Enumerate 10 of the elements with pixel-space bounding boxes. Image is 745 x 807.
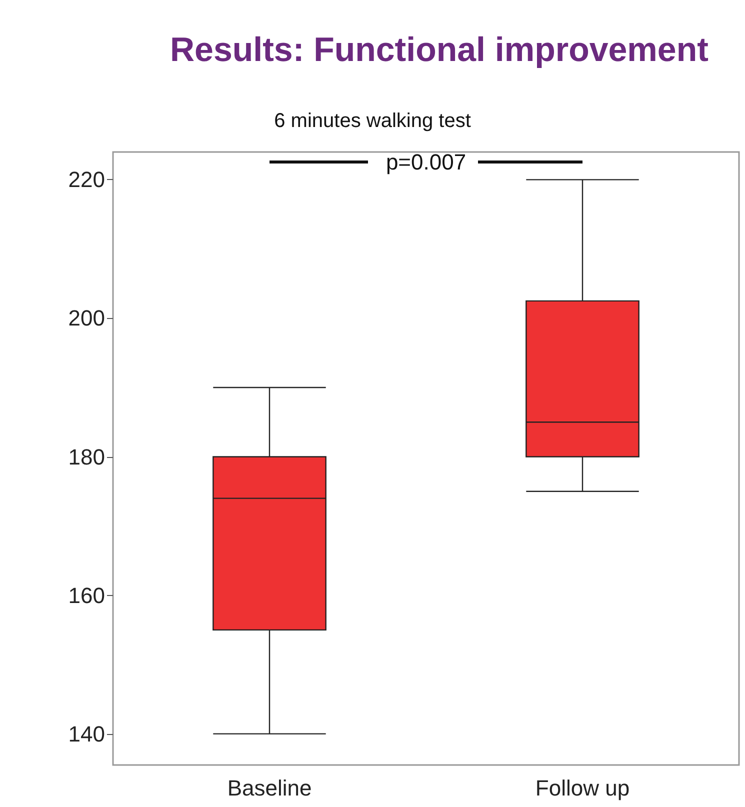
y-tick-label: 160 <box>68 582 105 608</box>
x-tick-label: Baseline <box>227 776 312 800</box>
annotation: p=0.007 <box>386 150 466 174</box>
y-tick-label: 200 <box>68 306 105 331</box>
y-tick-label: 180 <box>68 444 105 470</box>
chart-title: Results: Functional improvement <box>170 31 708 69</box>
y-tick-label: 140 <box>68 721 105 746</box>
y-tick-label: 220 <box>68 167 105 192</box>
chart-subtitle: 6 minutes walking test <box>274 110 472 132</box>
x-tick-label: Follow up <box>535 776 630 800</box>
